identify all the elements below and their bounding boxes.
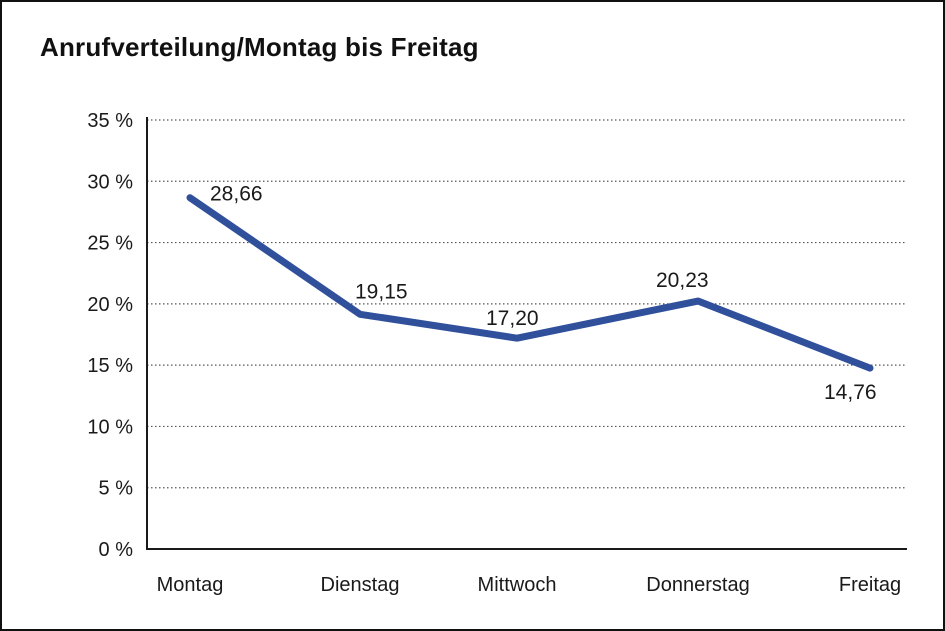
data-label: 17,20 bbox=[486, 307, 539, 330]
x-axis-label: Donnerstag bbox=[646, 574, 749, 596]
y-tick-label: 5 % bbox=[99, 478, 134, 500]
y-tick-label: 10 % bbox=[87, 416, 133, 438]
data-label: 14,76 bbox=[824, 381, 877, 404]
series-line bbox=[186, 194, 874, 372]
data-label: 19,15 bbox=[355, 280, 408, 303]
y-tick-label: 15 % bbox=[87, 355, 133, 377]
y-tick-label: 25 % bbox=[87, 233, 133, 255]
y-tick-label: 0 % bbox=[99, 539, 134, 561]
x-axis-label: Freitag bbox=[839, 574, 901, 596]
data-label: 20,23 bbox=[656, 269, 709, 292]
chart-title: Anrufverteilung/Montag bis Freitag bbox=[40, 32, 479, 62]
x-axis-label: Dienstag bbox=[321, 574, 400, 596]
y-tick-label: 20 % bbox=[87, 294, 133, 316]
x-axis-label: Mittwoch bbox=[478, 574, 557, 596]
x-axis-label: Montag bbox=[157, 574, 224, 596]
y-tick-label: 35 % bbox=[87, 110, 133, 132]
axis-lines bbox=[146, 117, 907, 550]
data-label: 28,66 bbox=[210, 183, 263, 206]
y-tick-label: 30 % bbox=[87, 171, 133, 193]
